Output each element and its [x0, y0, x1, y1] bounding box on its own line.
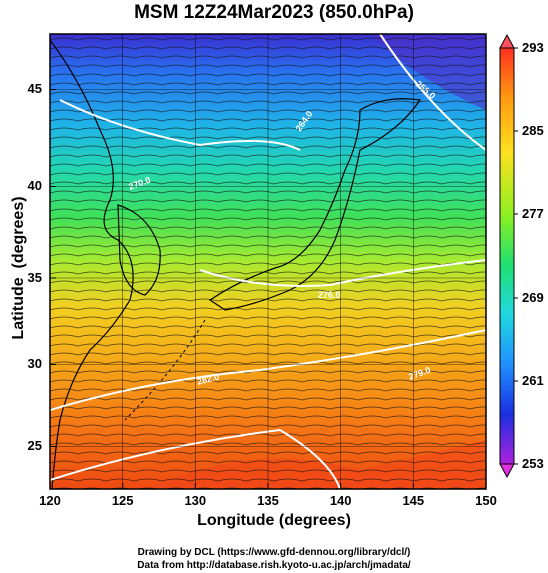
contour-label: 276.0 [318, 290, 341, 300]
page-title: MSM 12Z24Mar2023 (850.0hPa) [134, 2, 414, 23]
x-tick-label: 145 [402, 493, 425, 508]
x-tick-label: 150 [475, 493, 497, 508]
coastline-asia [50, 39, 134, 489]
colorbar [499, 33, 518, 479]
grid-lines [50, 34, 486, 489]
x-tick-label: 140 [329, 493, 352, 508]
y-tick-label: 45 [27, 81, 42, 96]
isotherm-north [379, 34, 486, 151]
colorbar-tick-label: 277 [522, 206, 544, 221]
x-tick-label: 120 [39, 493, 61, 508]
axis-ticks [49, 89, 487, 489]
colorbar-tick-label: 285 [522, 123, 544, 138]
coastline-korea [117, 204, 161, 296]
colorbar-tick-label: 293 [522, 40, 544, 55]
y-tick-label: 35 [27, 270, 42, 285]
x-tick-label: 135 [257, 493, 279, 508]
x-axis-title: Longitude (degrees) [197, 512, 351, 529]
colorbar-bottom-arrow [499, 463, 515, 479]
x-tick-label: 130 [184, 493, 207, 508]
isotherm-upper [59, 99, 301, 151]
credit-data-source: Data from http://database.rish.kyoto-u.a… [137, 560, 411, 571]
isotherm-south [50, 428, 341, 489]
colorbar-tick-label: 261 [522, 373, 544, 388]
credit-drawing: Drawing by DCL (https://www.gfd-dennou.o… [137, 547, 411, 558]
coastline-japan [208, 98, 422, 311]
y-tick-label: 25 [27, 438, 42, 453]
colorbar-tick-label: 269 [522, 290, 544, 305]
colorbar-scale [499, 47, 515, 465]
isotherm-lower [50, 329, 486, 411]
y-tick-label: 30 [27, 356, 42, 371]
colorbar-tick-label: 253 [522, 456, 544, 471]
colorbar-top-arrow [499, 33, 515, 49]
x-tick-label: 125 [111, 493, 134, 508]
y-axis-title: Latitude (degrees) [10, 196, 27, 340]
isotherm-middle [199, 259, 486, 287]
y-tick-label: 40 [27, 178, 42, 193]
